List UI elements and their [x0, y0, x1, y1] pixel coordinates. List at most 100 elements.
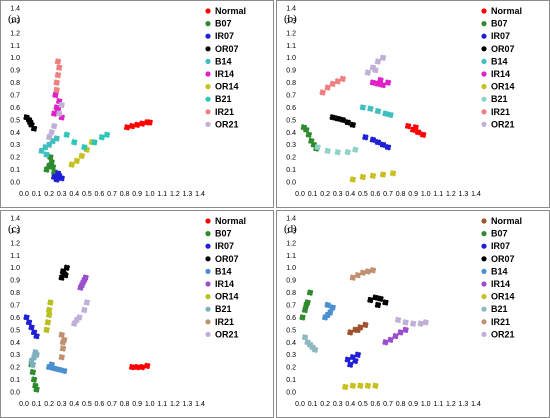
data-point: [340, 75, 344, 79]
legend-marker: [205, 96, 211, 102]
y-tick-label: 1.0: [10, 265, 20, 272]
data-point: [357, 382, 361, 386]
data-point: [377, 76, 382, 81]
data-point: [48, 314, 52, 319]
data-point: [317, 147, 321, 151]
data-point: [301, 124, 305, 128]
data-point: [57, 72, 62, 76]
data-point: [30, 119, 34, 123]
data-point: [53, 137, 57, 142]
x-tick-label: 0.9: [132, 401, 142, 408]
data-point: [344, 151, 348, 155]
data-point: [38, 150, 42, 154]
data-point: [56, 87, 60, 91]
x-tick-label: 0.8: [120, 191, 130, 198]
series-b14: [322, 301, 336, 321]
data-point: [377, 79, 381, 83]
data-point: [144, 121, 148, 125]
data-point: [54, 79, 58, 83]
data-point: [62, 339, 67, 343]
data-point: [330, 114, 334, 118]
data-point: [139, 120, 143, 124]
y-tick-label: 0.6: [10, 315, 20, 322]
series-or07: [23, 114, 38, 132]
data-point: [394, 335, 399, 340]
data-point: [382, 301, 386, 306]
data-point: [33, 125, 38, 130]
data-point: [141, 123, 145, 127]
y-tick-label: 0.9: [286, 278, 296, 285]
legend-marker: [481, 33, 487, 39]
legend-marker: [481, 218, 487, 224]
x-tick-label: 1.2: [170, 191, 180, 198]
data-point: [370, 136, 374, 140]
data-point: [134, 121, 138, 125]
data-point: [418, 129, 422, 133]
y-tick-label: 0.7: [10, 93, 20, 100]
x-tick-label: 0.1: [308, 401, 318, 408]
data-point: [43, 168, 47, 173]
data-point: [425, 319, 429, 323]
data-point: [362, 174, 366, 178]
data-point: [315, 144, 319, 148]
data-point: [327, 148, 331, 152]
data-point: [59, 341, 64, 345]
data-point: [43, 154, 47, 158]
data-point: [69, 161, 73, 165]
data-point: [64, 131, 68, 135]
data-point: [54, 86, 58, 91]
legend-marker: [205, 256, 211, 262]
data-point: [342, 119, 346, 123]
data-point: [74, 157, 78, 161]
data-point: [352, 179, 356, 183]
data-point: [59, 111, 63, 115]
y-tick-label: 0.1: [286, 377, 296, 384]
data-point: [303, 129, 307, 133]
data-point: [304, 334, 309, 338]
x-tick-label: 1.3: [183, 401, 193, 408]
data-point: [302, 314, 306, 319]
legend-marker: [481, 268, 487, 274]
legend-marker: [481, 243, 487, 249]
data-point: [30, 378, 35, 383]
data-point: [372, 294, 377, 298]
data-point: [372, 270, 376, 274]
x-tick-label: 1.1: [157, 191, 167, 198]
data-point: [311, 349, 316, 353]
y-tick-label: 0.1: [10, 377, 20, 384]
data-point: [367, 299, 371, 303]
data-point: [382, 57, 386, 61]
data-point: [327, 87, 331, 91]
data-point: [56, 110, 60, 114]
data-point: [83, 274, 87, 278]
x-tick-label: 0.1: [32, 191, 42, 198]
data-point: [337, 149, 341, 153]
data-point: [61, 114, 65, 118]
data-point: [352, 385, 356, 389]
legend-label: B07: [491, 229, 508, 239]
y-tick-label: 0.0: [286, 180, 296, 187]
x-tick-label: 0.2: [320, 401, 330, 408]
data-point: [329, 312, 333, 316]
legend-marker: [205, 331, 211, 337]
data-point: [77, 287, 81, 291]
data-point: [352, 124, 356, 128]
data-point: [23, 116, 27, 120]
data-point: [370, 172, 374, 176]
x-tick-label: 0.1: [32, 401, 42, 408]
data-point: [129, 125, 133, 129]
data-point: [93, 142, 97, 146]
legend-label: B21: [491, 94, 508, 104]
series-ir21: [53, 58, 63, 94]
data-point: [322, 316, 326, 321]
data-point: [54, 104, 58, 108]
data-point: [94, 139, 98, 143]
data-point: [81, 306, 85, 311]
data-point: [382, 142, 387, 146]
x-tick-label: 0.7: [383, 191, 393, 198]
data-point: [29, 364, 33, 368]
legend-marker: [205, 294, 211, 300]
data-point: [385, 144, 389, 148]
data-point: [81, 277, 85, 281]
